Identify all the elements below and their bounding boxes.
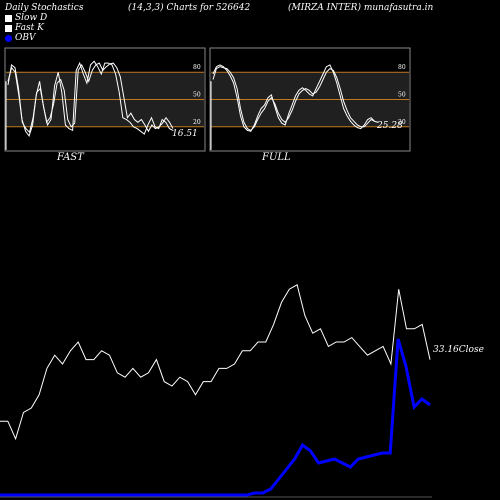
fast-tick-label: 20 — [193, 119, 201, 126]
fast-tick-label: 50 — [193, 92, 201, 99]
fast-series-fast-k — [7, 60, 174, 135]
slow-d-swatch — [5, 14, 12, 22]
obv-line — [0, 338, 431, 497]
full-panel-label: FULL — [262, 152, 291, 163]
full-tick-label: 80 — [398, 64, 406, 71]
close-value-label: 33.16Close — [433, 345, 484, 355]
chart-title: Daily Stochastics — [5, 3, 84, 13]
chart-source: (MIRZA INTER) munafasutra.in — [288, 3, 434, 13]
fast-last-value: 16.51 — [172, 129, 198, 139]
full-series-slow-d — [212, 66, 379, 132]
legend-slow-d-label: Slow D — [15, 13, 48, 23]
legend-slow-d: Slow D — [5, 13, 47, 23]
obv-swatch — [5, 34, 12, 42]
full-last-value: 25.28 — [376, 121, 403, 131]
legend-fast-k: Fast K — [5, 23, 44, 33]
legend-fast-k-label: Fast K — [15, 23, 44, 33]
fast-tick-label: 80 — [193, 64, 201, 71]
chart-params: (14,3,3) Charts for 526642 — [128, 3, 251, 13]
fast-k-swatch — [5, 24, 12, 32]
full-series-fast-k — [212, 64, 379, 132]
full-tick-label: 20 — [398, 119, 406, 126]
legend-obv: OBV — [5, 33, 36, 43]
legend-obv-label: OBV — [15, 33, 36, 43]
close-price-line — [0, 284, 431, 441]
full-tick-label: 50 — [398, 92, 406, 99]
fast-panel-label: FAST — [57, 152, 84, 163]
